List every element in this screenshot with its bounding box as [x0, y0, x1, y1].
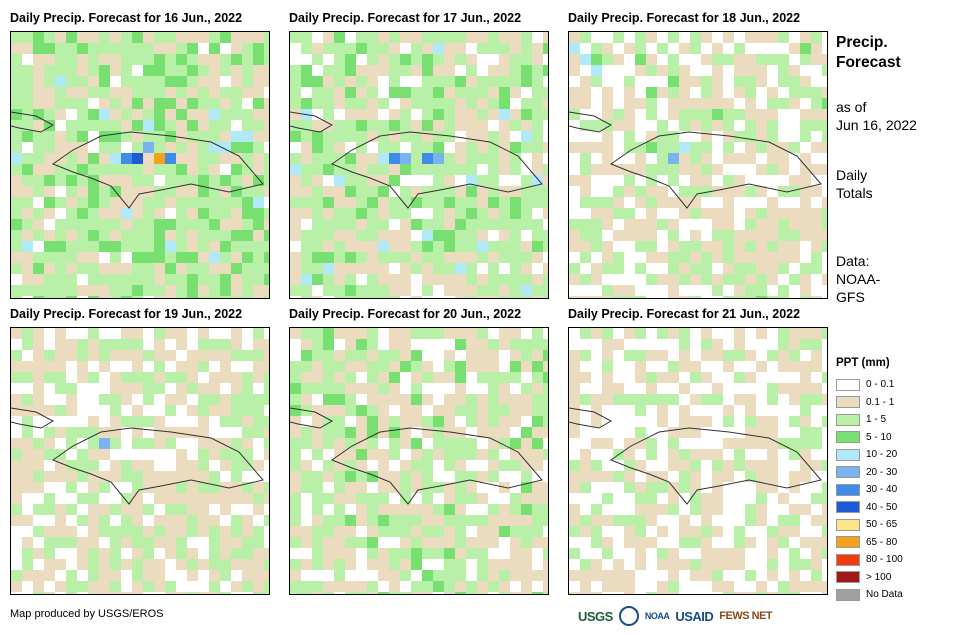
- legend-label: 30 - 40: [866, 484, 898, 496]
- legend-swatch: [836, 483, 860, 496]
- fews-net-logo: FEWS NET: [719, 610, 773, 622]
- legend-item: 0.1 - 1: [836, 394, 903, 412]
- legend-item: 40 - 50: [836, 499, 903, 517]
- legend-item: 20 - 30: [836, 464, 903, 482]
- legend-label: 10 - 20: [866, 449, 898, 461]
- legend-swatch: [836, 553, 860, 566]
- legend-label: 0.1 - 1: [866, 396, 895, 408]
- daily-line1: Daily: [836, 167, 868, 183]
- panel-title-2: Daily Precip. Forecast for 17 Jun., 2022: [289, 11, 522, 25]
- daily-totals-label: Daily Totals: [836, 166, 873, 202]
- legend-label: > 100: [866, 571, 892, 583]
- side-title-line2: Forecast: [836, 54, 901, 71]
- daily-line2: Totals: [836, 185, 873, 201]
- legend-swatch: [836, 571, 860, 584]
- legend-item: 5 - 10: [836, 429, 903, 447]
- legend-swatch: [836, 501, 860, 514]
- forecast-map-6: [568, 327, 828, 595]
- forecast-map-4: [10, 327, 270, 595]
- legend-swatch: [836, 536, 860, 549]
- legend-label: 80 - 100: [866, 554, 903, 566]
- usgs-logo: USGS: [578, 608, 613, 624]
- forecast-map-3: [568, 31, 828, 299]
- legend-item: 1 - 5: [836, 411, 903, 429]
- legend-item: 30 - 40: [836, 481, 903, 499]
- legend-item: 65 - 80: [836, 534, 903, 552]
- data-line1: Data:: [836, 253, 870, 269]
- noaa-logo-icon: [618, 606, 639, 626]
- data-source: Data: NOAA- GFS: [836, 252, 880, 306]
- legend-swatch: [836, 413, 860, 426]
- forecast-map-2: [289, 31, 549, 299]
- legend-label: No Data: [866, 589, 903, 601]
- legend-item: 50 - 65: [836, 516, 903, 534]
- legend-swatch: [836, 396, 860, 409]
- map-credit: Map produced by USGS/EROS: [10, 608, 164, 620]
- panel-title-1: Daily Precip. Forecast for 16 Jun., 2022: [10, 11, 243, 25]
- usaid-logo: USAID: [675, 608, 714, 624]
- legend-label: 20 - 30: [866, 466, 898, 478]
- side-title-line1: Precip.: [836, 34, 888, 51]
- as-of-date: as of Jun 16, 2022: [836, 98, 917, 134]
- legend-swatch: [836, 518, 860, 531]
- noaa-logo-text: NOAA: [644, 611, 670, 621]
- legend-swatch: [836, 431, 860, 444]
- as-of-value: Jun 16, 2022: [836, 117, 917, 133]
- panel-title-5: Daily Precip. Forecast for 20 Jun., 2022: [289, 307, 522, 321]
- as-of-label: as of: [836, 99, 867, 115]
- legend-item: 10 - 20: [836, 446, 903, 464]
- legend: 0 - 0.1 0.1 - 1 1 - 5 5 - 10 10 - 20 20 …: [836, 376, 903, 604]
- legend-item: No Data: [836, 586, 903, 604]
- legend-label: 65 - 80: [866, 536, 898, 548]
- legend-label: 50 - 65: [866, 519, 898, 531]
- panel-title-4: Daily Precip. Forecast for 19 Jun., 2022: [10, 307, 243, 321]
- data-line2: NOAA-: [836, 271, 881, 287]
- forecast-map-5: [289, 327, 549, 595]
- legend-swatch: [836, 448, 860, 461]
- legend-label: 0 - 0.1: [866, 379, 895, 391]
- legend-label: 40 - 50: [866, 501, 898, 513]
- legend-item: 0 - 0.1: [836, 376, 903, 394]
- legend-label: 1 - 5: [866, 414, 887, 426]
- legend-item: 80 - 100: [836, 551, 903, 569]
- partner-logos: USGS NOAA USAID FEWS NET: [578, 603, 773, 629]
- panel-title-3: Daily Precip. Forecast for 18 Jun., 2022: [568, 11, 801, 25]
- legend-label: 5 - 10: [866, 431, 892, 443]
- legend-title: PPT (mm): [836, 357, 890, 369]
- legend-swatch: [836, 378, 860, 391]
- side-title: Precip. Forecast: [836, 33, 901, 73]
- forecast-map-1: [10, 31, 270, 299]
- data-line3: GFS: [836, 289, 865, 305]
- legend-swatch: [836, 466, 860, 479]
- panel-title-6: Daily Precip. Forecast for 21 Jun., 2022: [568, 307, 801, 321]
- legend-swatch: [836, 588, 860, 601]
- legend-item: > 100: [836, 569, 903, 587]
